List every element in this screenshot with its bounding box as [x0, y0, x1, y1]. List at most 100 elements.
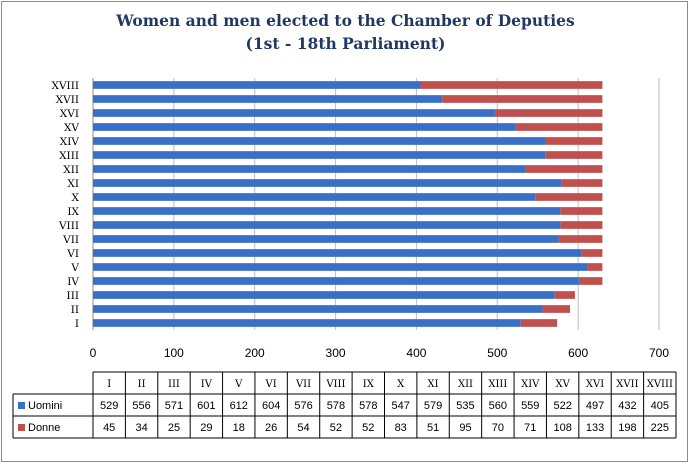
table-value-cell: 547	[392, 400, 410, 412]
category-label: XIV	[60, 136, 80, 148]
category-label: XVI	[60, 108, 79, 120]
x-tick-label: 200	[245, 346, 265, 360]
table-value-cell: 45	[103, 422, 115, 434]
table-header-cell: VII	[295, 379, 311, 390]
category-label: XIII	[59, 150, 79, 162]
table-header-cell: III	[168, 379, 180, 390]
chart-title: Women and men elected to the Chamber of …	[116, 11, 575, 30]
x-tick-label: 600	[568, 346, 588, 360]
table-value-cell: 535	[456, 400, 474, 412]
table-value-cell: 18	[233, 422, 245, 434]
category-label: V	[70, 262, 79, 274]
table-value-cell: 198	[618, 422, 636, 434]
bar-donne-xvii	[442, 95, 603, 103]
category-label: III	[67, 290, 79, 302]
category-label: XI	[67, 178, 79, 190]
x-tick-label: 300	[326, 346, 346, 360]
table-value-cell: 601	[197, 400, 215, 412]
table-value-cell: 578	[359, 400, 377, 412]
table-header-cell: XVII	[616, 379, 638, 390]
x-tick-label: 100	[164, 346, 184, 360]
bar-uomini-xviii	[93, 81, 421, 89]
table-value-cell: 559	[521, 400, 539, 412]
table-value-cell: 83	[395, 422, 407, 434]
bar-uomini-xvii	[93, 95, 443, 103]
bar-uomini-iv	[93, 277, 579, 285]
legend-label-uomini: Uomini	[28, 400, 62, 412]
table-value-cell: 52	[330, 422, 342, 434]
table-header-cell: XII	[458, 379, 473, 390]
category-label: IV	[67, 276, 79, 288]
bar-donne-x	[535, 193, 603, 201]
bar-donne-xi	[561, 179, 603, 187]
table-value-cell: 29	[200, 422, 212, 434]
table-value-cell: 529	[100, 400, 118, 412]
table-header-cell: VI	[265, 379, 277, 390]
table-header-cell: VIII	[325, 379, 345, 390]
bar-donne-xv	[515, 123, 603, 131]
table-header-cell: XI	[428, 379, 439, 390]
table-header-cell: V	[234, 379, 243, 390]
bar-donne-viii	[560, 221, 603, 229]
category-label: XII	[63, 164, 79, 176]
table-value-cell: 70	[492, 422, 504, 434]
bar-uomini-viii	[93, 221, 561, 229]
category-label: I	[75, 318, 79, 330]
bar-donne-v	[587, 263, 603, 271]
category-label: X	[72, 192, 80, 204]
table-value-cell: 576	[294, 400, 312, 412]
table-header-cell: I	[107, 379, 111, 390]
table-value-cell: 26	[265, 422, 277, 434]
bar-donne-ix	[560, 207, 603, 215]
category-label: XV	[64, 122, 79, 134]
bar-donne-iv	[578, 277, 603, 285]
bar-uomini-xi	[93, 179, 562, 187]
bar-uomini-i	[93, 319, 521, 327]
bar-uomini-vi	[93, 249, 582, 257]
category-label: VIII	[58, 220, 79, 232]
bar-uomini-iii	[93, 291, 555, 299]
category-label: VI	[66, 248, 79, 260]
table-header-cell: XV	[555, 379, 570, 390]
table-header-cell: XIII	[488, 379, 507, 390]
table-header-cell: IX	[363, 379, 375, 390]
table-value-cell: 133	[586, 422, 604, 434]
category-label: II	[71, 304, 79, 316]
bar-uomini-vii	[93, 235, 559, 243]
table-value-cell: 25	[168, 422, 180, 434]
category-label: IX	[67, 206, 79, 218]
bar-uomini-xvi	[93, 109, 495, 117]
bar-donne-i	[520, 319, 558, 327]
bar-donne-iii	[554, 291, 575, 299]
bar-uomini-v	[93, 263, 588, 271]
table-header-cell: XVI	[586, 379, 604, 390]
table-value-cell: 522	[553, 400, 571, 412]
bar-donne-xvi	[494, 109, 603, 117]
table-value-cell: 51	[427, 422, 439, 434]
category-label: XVIII	[51, 80, 79, 92]
table-value-cell: 52	[362, 422, 374, 434]
table-value-cell: 560	[489, 400, 507, 412]
table-header-cell: XVIII	[647, 379, 673, 390]
legend-key-uomini	[18, 402, 25, 409]
bar-uomini-ix	[93, 207, 561, 215]
legend-label-donne: Donne	[28, 422, 60, 434]
table-value-cell: 578	[327, 400, 345, 412]
bar-uomini-xiii	[93, 151, 546, 159]
x-tick-label: 400	[406, 346, 426, 360]
x-tick-label: 0	[90, 346, 97, 360]
bar-donne-xviii	[420, 81, 603, 89]
table-value-cell: 95	[459, 422, 471, 434]
table-value-cell: 432	[618, 400, 636, 412]
x-tick-label: 700	[649, 346, 669, 360]
table-value-cell: 71	[524, 422, 536, 434]
bar-donne-vi	[581, 249, 603, 257]
table-header-cell: XIV	[521, 379, 540, 390]
bar-donne-xii	[525, 165, 603, 173]
bar-donne-xiv	[544, 137, 603, 145]
legend-key-donne	[18, 424, 25, 431]
bar-donne-xiii	[545, 151, 603, 159]
table-header-cell: X	[397, 379, 405, 390]
